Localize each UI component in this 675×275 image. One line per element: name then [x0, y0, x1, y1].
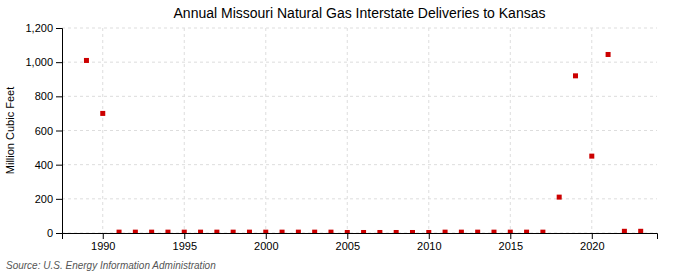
point	[459, 230, 464, 233]
x-tick-mark	[347, 233, 348, 239]
x-tick-mark	[592, 233, 593, 239]
point	[638, 229, 643, 233]
x-tick-mark	[103, 233, 104, 239]
y-tick: 600	[35, 125, 62, 137]
point	[149, 230, 154, 233]
point	[280, 230, 285, 233]
point	[394, 230, 399, 233]
point	[540, 230, 545, 233]
point	[328, 230, 333, 233]
x-tick-mark	[510, 233, 511, 239]
point	[247, 230, 252, 233]
point	[198, 230, 203, 233]
point	[84, 58, 89, 63]
point	[214, 230, 219, 233]
y-tick: 0	[47, 227, 62, 239]
x-tick: 2020	[580, 233, 604, 252]
point	[182, 230, 187, 233]
plot: 1990 1995 2000 2005 2010 2015 2020 0 200 400 600 80…	[25, 22, 657, 252]
y-tick-label: 600	[35, 125, 53, 137]
source-note: Source: U.S. Energy Information Administ…	[6, 260, 216, 271]
grid-line-x	[510, 28, 511, 233]
x-tick: 2015	[499, 233, 523, 252]
point	[133, 230, 138, 233]
point	[475, 230, 480, 233]
y-tick-label: 800	[35, 90, 53, 102]
point	[557, 195, 562, 200]
grid-line-y	[62, 198, 657, 199]
x-tick-mark	[429, 233, 430, 239]
x-tick: 2000	[254, 233, 278, 252]
x-axis: 1990 1995 2000 2005 2010 2015 2020	[63, 233, 658, 252]
y-tick-label: 0	[47, 227, 53, 239]
point	[508, 230, 513, 233]
y-axis-line	[56, 29, 63, 234]
y-tick: 800	[35, 90, 62, 102]
y-tick-label: 200	[35, 193, 53, 205]
point	[165, 230, 170, 233]
point	[231, 230, 236, 233]
point	[524, 230, 529, 233]
y-tick-label: 400	[35, 159, 53, 171]
x-axis-line	[63, 234, 658, 240]
grid-line-y	[62, 164, 657, 165]
y-tick: 200	[35, 193, 62, 205]
grid-line-y	[62, 96, 657, 97]
point	[443, 230, 448, 233]
y-tick-mark	[56, 96, 62, 97]
y-tick-mark	[56, 165, 62, 166]
point	[377, 230, 382, 233]
x-tick-label: 2005	[336, 240, 360, 252]
y-tick-label: 1,200	[25, 22, 53, 34]
point	[100, 111, 105, 116]
y-tick-mark	[56, 62, 62, 63]
x-tick-mark	[184, 233, 185, 239]
x-tick: 1995	[173, 233, 197, 252]
y-tick-mark	[56, 131, 62, 132]
point	[312, 230, 317, 233]
grid-line-x	[102, 28, 103, 233]
point	[573, 73, 578, 78]
point	[410, 230, 415, 233]
y-tick-mark	[56, 233, 62, 234]
y-tick-mark	[56, 28, 62, 29]
y-axis-title: Million Cubic Feet	[4, 87, 16, 174]
x-tick-label: 2010	[417, 240, 441, 252]
grid-line-y	[62, 28, 657, 29]
y-tick: 1,000	[25, 56, 62, 68]
points	[84, 52, 643, 233]
x-tick-label: 2000	[254, 240, 278, 252]
point	[606, 52, 611, 57]
x-tick-label: 1990	[91, 240, 115, 252]
y-tick: 1,200	[25, 22, 62, 34]
title: Annual Missouri Natural Gas Interstate D…	[174, 5, 546, 21]
grid-line-y	[62, 130, 657, 131]
y-axis: 0 200 400 600 800 1,000 1,200	[25, 22, 62, 239]
x-tick-label: 1995	[173, 240, 197, 252]
point	[589, 154, 594, 159]
grid	[62, 28, 657, 233]
x-tick: 2005	[336, 233, 360, 252]
point	[622, 229, 627, 233]
point	[296, 230, 301, 233]
x-tick: 2010	[417, 233, 441, 252]
x-tick-label: 2015	[499, 240, 523, 252]
x-tick-label: 2020	[580, 240, 604, 252]
y-tick-mark	[56, 199, 62, 200]
chart: 1990 1995 2000 2005 2010 2015 2020 0 200 400 600 80…	[0, 0, 675, 275]
point	[117, 230, 122, 233]
x-tick: 1990	[91, 233, 115, 252]
point	[426, 230, 431, 233]
point	[345, 230, 350, 233]
y-tick: 400	[35, 159, 62, 171]
point	[491, 230, 496, 233]
grid-line-y	[62, 62, 657, 63]
point	[263, 230, 268, 233]
x-tick-mark	[266, 233, 267, 239]
y-tick-label: 1,000	[25, 56, 53, 68]
point	[361, 230, 366, 233]
